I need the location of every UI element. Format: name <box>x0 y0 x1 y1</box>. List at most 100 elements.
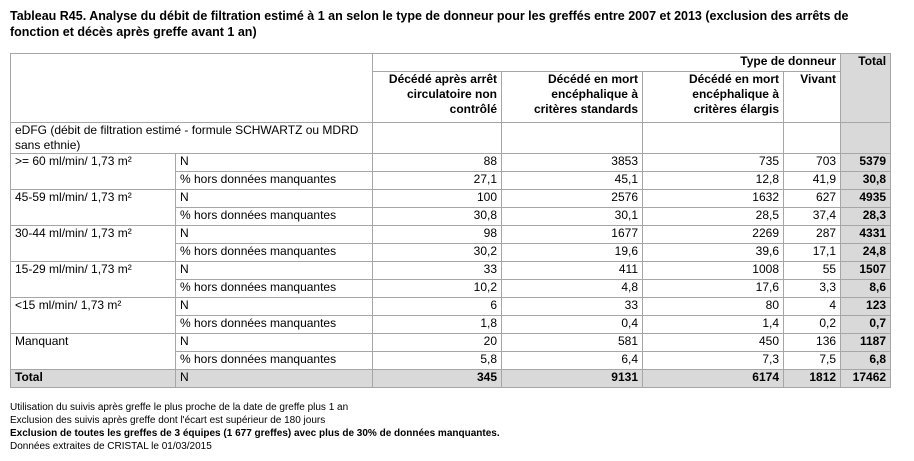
header-type-donneur: Type de donneur <box>371 53 842 72</box>
row-category-label: Manquant <box>10 333 176 370</box>
value-cell: 703 <box>782 153 842 172</box>
data-table: Type de donneur Total Décédé après arrêt… <box>10 53 892 388</box>
row-metric-label: % hors données manquantes <box>175 243 373 262</box>
header-total: Total <box>840 53 892 123</box>
total-cell: 24,8 <box>840 243 892 262</box>
footnote: Utilisation du suivis après greffe le pl… <box>10 402 349 413</box>
value-cell: 28,5 <box>642 207 784 226</box>
header-group-row: Type de donneur Total <box>10 53 892 123</box>
total-cell: 30,8 <box>840 171 892 190</box>
row-category-label: 15-29 ml/min/ 1,73 m² <box>10 261 176 298</box>
header-col-me-elargis: Décédé en mort encéphalique à critères é… <box>642 71 784 123</box>
total-cell: 4331 <box>840 225 892 244</box>
value-cell: 136 <box>782 333 842 352</box>
footnote: Exclusion des suivis après greffe dont l… <box>10 415 326 426</box>
row-category-label: 30-44 ml/min/ 1,73 m² <box>10 225 176 262</box>
total-row: Total N 345 9131 6174 1812 17462 <box>10 369 892 388</box>
row-category-label: >= 60 ml/min/ 1,73 m² <box>10 153 176 190</box>
value-cell: 17,1 <box>782 243 842 262</box>
value-cell: 33 <box>372 261 502 280</box>
row-metric-label: % hors données manquantes <box>175 351 373 370</box>
value-cell: 30,2 <box>372 243 502 262</box>
footnotes: Utilisation du suivis après greffe le pl… <box>10 401 500 453</box>
value-cell: 98 <box>372 225 502 244</box>
value-cell: 27,1 <box>372 171 502 190</box>
row-metric-label: % hors données manquantes <box>175 315 373 334</box>
value-cell: 2576 <box>501 189 643 208</box>
value-cell: 4 <box>782 297 842 316</box>
section-label: eDFG (débit de filtration estimé - formu… <box>10 122 373 154</box>
table-row: 30-44 ml/min/ 1,73 m² N 98 1677 2269 287 4331 <box>10 225 892 262</box>
value-cell: 7,5 <box>782 351 842 370</box>
value-cell: 2269 <box>642 225 784 244</box>
value-cell: 627 <box>782 189 842 208</box>
row-category-label: <15 ml/min/ 1,73 m² <box>10 297 176 334</box>
header-columns-row: Décédé après arrêt circulatoire non cont… <box>11 71 891 123</box>
total-cell: 4935 <box>840 189 892 208</box>
value-cell: 4,8 <box>501 279 643 298</box>
value-cell: 1,8 <box>372 315 502 334</box>
section-row: eDFG (débit de filtration estimé - formu… <box>10 122 892 154</box>
value-cell: 411 <box>501 261 643 280</box>
value-cell: 3,3 <box>782 279 842 298</box>
row-category-label: 45-59 ml/min/ 1,73 m² <box>10 189 176 226</box>
value-cell: 581 <box>501 333 643 352</box>
table-row: 45-59 ml/min/ 1,73 m² N 100 2576 1632 627 4935 <box>10 189 892 226</box>
value-cell: 80 <box>642 297 784 316</box>
table-row: <15 ml/min/ 1,73 m² N 6 33 80 4 123 <box>10 297 892 334</box>
value-cell: 17,6 <box>642 279 784 298</box>
value-cell: 37,4 <box>782 207 842 226</box>
value-cell: 20 <box>372 333 502 352</box>
row-metric-label: N <box>175 333 373 352</box>
value-cell: 1632 <box>642 189 784 208</box>
value-cell: 450 <box>642 333 784 352</box>
value-cell: 39,6 <box>642 243 784 262</box>
total-value-cell: 1812 <box>782 369 842 388</box>
total-row-label: Total <box>10 369 176 388</box>
row-metric-label: % hors données manquantes <box>175 207 373 226</box>
value-cell: 1677 <box>501 225 643 244</box>
header-col-vivant: Vivant <box>782 71 842 123</box>
value-cell: 41,9 <box>782 171 842 190</box>
value-cell: 1,4 <box>642 315 784 334</box>
table-row: % hors données manquantes 30,8 30,1 28,5 37,… <box>11 207 892 226</box>
row-metric-label: % hors données manquantes <box>175 279 373 298</box>
value-cell: 10,2 <box>372 279 502 298</box>
table-title: Tableau R45. Analyse du débit de filtrat… <box>10 9 849 39</box>
total-cell: 123 <box>840 297 892 316</box>
value-cell: 6 <box>372 297 502 316</box>
value-cell: 45,1 <box>501 171 643 190</box>
value-cell: 12,8 <box>642 171 784 190</box>
total-cell: 0,7 <box>840 315 892 334</box>
value-cell: 6,4 <box>501 351 643 370</box>
value-cell: 7,3 <box>642 351 784 370</box>
row-metric-label: N <box>175 189 373 208</box>
value-cell: 100 <box>372 189 502 208</box>
header-col-acnc: Décédé après arrêt circulatoire non cont… <box>372 71 502 123</box>
total-value-cell: 6174 <box>642 369 784 388</box>
total-value-cell: 9131 <box>501 369 643 388</box>
value-cell: 19,6 <box>501 243 643 262</box>
total-cell: 8,6 <box>840 279 892 298</box>
header-blank-cell <box>10 53 373 123</box>
value-cell: 30,1 <box>501 207 643 226</box>
value-cell: 88 <box>372 153 502 172</box>
row-metric-label: N <box>175 225 373 244</box>
total-cell: 28,3 <box>840 207 892 226</box>
value-cell: 5,8 <box>372 351 502 370</box>
total-value-cell: 17462 <box>840 369 892 388</box>
value-cell: 30,8 <box>372 207 502 226</box>
row-metric-label: N <box>175 153 373 172</box>
row-metric-label: N <box>175 297 373 316</box>
footnote: Exclusion de toutes les greffes de 3 équ… <box>10 428 500 439</box>
row-metric-label: % hors données manquantes <box>175 171 373 190</box>
total-row-metric-label: N <box>175 369 373 388</box>
total-cell: 1187 <box>840 333 892 352</box>
total-cell: 1507 <box>840 261 892 280</box>
value-cell: 735 <box>642 153 784 172</box>
value-cell: 0,2 <box>782 315 842 334</box>
table-row: 15-29 ml/min/ 1,73 m² N 33 411 1008 55 1507 <box>10 261 892 298</box>
total-cell: 5379 <box>840 153 892 172</box>
value-cell: 1008 <box>642 261 784 280</box>
